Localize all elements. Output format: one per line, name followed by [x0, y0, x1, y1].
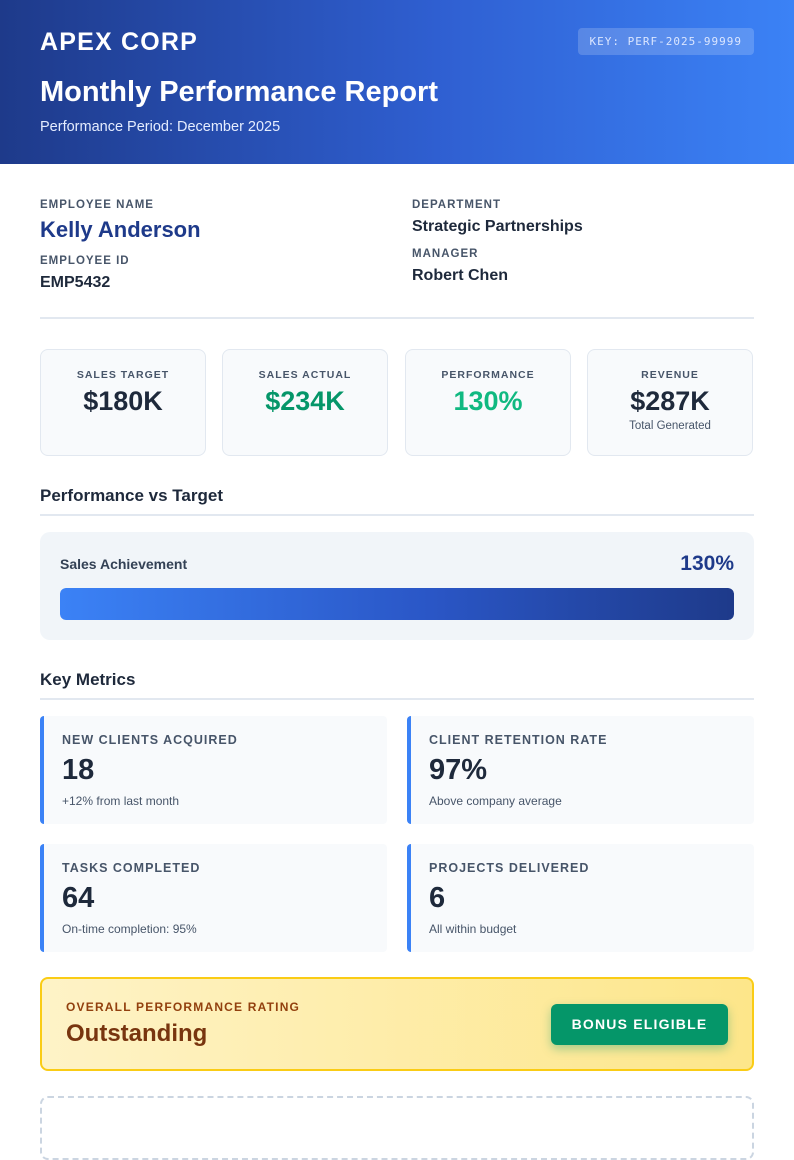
stat-label: Sales Target — [76, 369, 170, 381]
stat-value: $287K — [630, 386, 710, 416]
department-label: Department — [412, 199, 502, 211]
metric-value: 6 — [429, 882, 446, 914]
rating-value: Outstanding — [66, 1020, 208, 1047]
section-divider — [40, 514, 754, 516]
metric-label: Projects Delivered — [429, 861, 590, 875]
stat-subtext: Total Generated — [629, 420, 711, 432]
metric-card-tasks: Tasks Completed 64 On-time completion: 9… — [40, 844, 387, 952]
manager-value: Robert Chen — [412, 267, 508, 284]
metric-value: 18 — [62, 754, 95, 786]
bonus-eligible-badge: Bonus Eligible — [551, 1004, 728, 1045]
employee-id: EMP5432 — [40, 274, 111, 291]
sales-achievement-label: Sales Achievement — [60, 556, 188, 572]
section-divider — [40, 698, 754, 700]
manager-label: Manager — [412, 248, 479, 260]
metric-value: 64 — [62, 882, 95, 914]
stat-label: Revenue — [641, 369, 699, 381]
section-title-performance: Performance vs Target — [40, 486, 223, 505]
divider — [40, 317, 754, 319]
stat-label: Performance — [441, 369, 535, 381]
stat-value: $180K — [83, 386, 163, 416]
sales-achievement-panel: Sales Achievement 130% — [40, 532, 754, 640]
metric-label: New Clients Acquired — [62, 733, 238, 747]
employee-name-label: Employee Name — [40, 199, 154, 211]
metric-card-new-clients: New Clients Acquired 18 +12% from last m… — [40, 716, 387, 824]
company-name: APEX CORP — [40, 28, 199, 56]
section-title-key-metrics: Key Metrics — [40, 670, 136, 689]
metric-label: Tasks Completed — [62, 861, 201, 875]
overall-rating-banner: Overall Performance Rating Outstanding B… — [40, 977, 754, 1071]
progress-track — [60, 588, 734, 620]
metric-subtext: +12% from last month — [62, 794, 180, 808]
metric-card-retention: Client Retention Rate 97% Above company … — [407, 716, 754, 824]
stat-value: $234K — [265, 386, 345, 416]
stat-card-performance: Performance 130% — [405, 349, 571, 456]
metric-value: 97% — [429, 754, 488, 786]
progress-fill — [60, 588, 734, 620]
report-title: Monthly Performance Report — [40, 76, 438, 108]
stat-value: 130% — [453, 386, 523, 416]
metric-card-projects: Projects Delivered 6 All within budget — [407, 844, 754, 952]
department-value: Strategic Partnerships — [412, 218, 583, 235]
metric-subtext: On-time completion: 95% — [62, 922, 197, 936]
stat-card-sales-actual: Sales Actual $234K — [222, 349, 388, 456]
metric-subtext: All within budget — [429, 922, 517, 936]
sales-achievement-value: 130% — [680, 552, 734, 575]
stat-card-sales-target: Sales Target $180K — [40, 349, 206, 456]
employee-id-label: Employee ID — [40, 255, 130, 267]
metric-label: Client Retention Rate — [429, 733, 608, 747]
metric-subtext: Above company average — [429, 794, 562, 808]
performance-period: Performance Period: December 2025 — [40, 119, 281, 135]
stat-card-revenue: Revenue $287K Total Generated — [587, 349, 753, 456]
report-key-badge: KEY: PERF-2025-99999 — [577, 28, 754, 55]
signature-box — [40, 1096, 754, 1160]
report-header: APEX CORP KEY: PERF-2025-99999 Monthly P… — [0, 0, 794, 164]
employee-name: Kelly Anderson — [40, 217, 201, 242]
stat-label: Sales Actual — [258, 369, 352, 381]
rating-label: Overall Performance Rating — [66, 1000, 301, 1014]
